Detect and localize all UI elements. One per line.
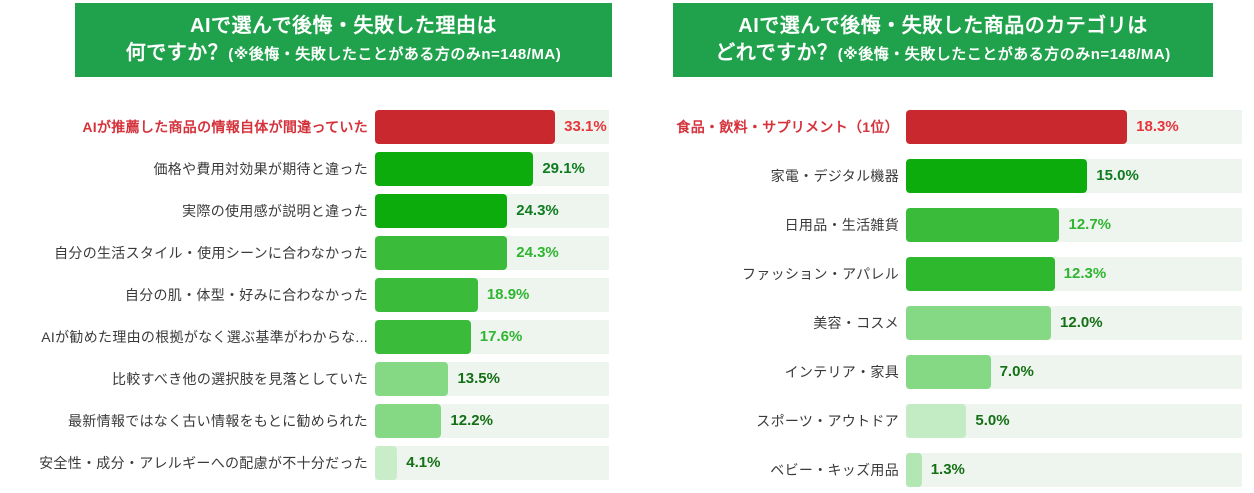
bar	[375, 320, 471, 354]
value-label: 13.5%	[457, 370, 500, 387]
category-label: 日用品・生活雑貨	[784, 217, 899, 233]
bar-row: AIが推薦した商品の情報自体が間違っていた 33.1%	[0, 110, 609, 144]
value-label: 15.0%	[1096, 167, 1139, 184]
value-label: 4.1%	[406, 454, 441, 471]
bar-track: 5.0%	[906, 404, 1242, 438]
category-label: 自分の生活スタイル・使用シーンに合わなかった	[54, 245, 368, 261]
bar-row: 比較すべき他の選択肢を見落としていた 13.5%	[0, 362, 609, 396]
bar	[375, 278, 478, 312]
value-label: 24.3%	[516, 202, 559, 219]
value-label: 17.6%	[479, 328, 523, 345]
bar-row: 自分の生活スタイル・使用シーンに合わなかった 24.3%	[0, 236, 609, 270]
bar-row: 食品・飲料・サプリメント（1位） 18.3%	[636, 110, 1242, 144]
bar	[906, 306, 1052, 340]
category-label: インテリア・家具	[784, 364, 899, 380]
bar-row: 自分の肌・体型・好みに合わなかった 18.9%	[0, 278, 609, 312]
bar-row: ベビー・キッズ用品 1.3%	[636, 453, 1242, 487]
bar-row: 安全性・成分・アレルギーへの配慮が不十分だった 4.1%	[0, 446, 609, 480]
category-label: 最新情報ではなく古い情報をもとに勧められた	[67, 413, 368, 429]
category-label: ベビー・キッズ用品	[770, 462, 899, 478]
bar	[375, 404, 442, 438]
bar-track: 24.3%	[375, 236, 609, 270]
category-label: 実際の使用感が説明と違った	[182, 203, 368, 219]
bar-track: 12.2%	[375, 404, 609, 438]
bar-track: 12.7%	[906, 208, 1242, 242]
value-label: 33.1%	[564, 118, 607, 135]
bar-row: 美容・コスメ 12.0%	[636, 306, 1242, 340]
category-label: AIが推薦した商品の情報自体が間違っていた	[82, 119, 368, 135]
value-label: 7.0%	[999, 363, 1034, 380]
bar	[906, 453, 922, 487]
value-label: 5.0%	[975, 412, 1010, 429]
bar-track: 24.3%	[375, 194, 609, 228]
value-label: 12.7%	[1068, 216, 1112, 233]
bar	[906, 355, 991, 389]
bar-track: 29.1%	[375, 152, 609, 186]
bar	[906, 404, 967, 438]
bar-track: 17.6%	[375, 320, 609, 354]
bar-track: 12.3%	[906, 257, 1242, 291]
category-label: 価格や費用対効果が期待と違った	[153, 161, 368, 177]
categories-chart-title-line1: AIで選んで後悔・失敗した商品のカテゴリは	[738, 14, 1148, 37]
bar-row: スポーツ・アウトドア 5.0%	[636, 404, 1242, 438]
bar	[906, 208, 1060, 242]
value-label: 1.3%	[930, 461, 965, 478]
categories-chart-title-banner: AIで選んで後悔・失敗した商品のカテゴリは どれですか？(※後悔・失敗したことが…	[673, 3, 1213, 77]
reasons-chart-sample-note: (※後悔・失敗したことがある方のみn=148/MA)	[228, 45, 562, 63]
value-label: 29.1%	[542, 160, 585, 177]
category-label: 比較すべき他の選択肢を見落としていた	[112, 371, 368, 387]
bar-track: 18.9%	[375, 278, 609, 312]
category-label: 家電・デジタル機器	[770, 168, 899, 184]
value-label: 24.3%	[516, 244, 559, 261]
category-label: 食品・飲料・サプリメント（1位）	[676, 119, 899, 135]
bar-track: 13.5%	[375, 362, 609, 396]
category-label: 安全性・成分・アレルギーへの配慮が不十分だった	[39, 455, 368, 471]
value-label: 18.9%	[486, 286, 530, 303]
bar-row: 家電・デジタル機器 15.0%	[636, 159, 1242, 193]
bar-row: 価格や費用対効果が期待と違った 29.1%	[0, 152, 609, 186]
bar	[375, 194, 508, 228]
bar-track: 12.0%	[906, 306, 1242, 340]
bar	[375, 362, 449, 396]
category-label: AIが勧めた理由の根拠がなく選ぶ基準がわからな...	[41, 329, 368, 345]
reasons-chart-title-question: 何ですか？	[125, 41, 229, 64]
reasons-chart-title-line1: AIで選んで後悔・失敗した理由は	[190, 14, 497, 37]
bar	[375, 152, 534, 186]
reasons-chart-title-banner: AIで選んで後悔・失敗した理由は 何ですか？(※後悔・失敗したことがある方のみn…	[75, 3, 612, 77]
category-label: 自分の肌・体型・好みに合わなかった	[124, 287, 368, 303]
value-label: 12.0%	[1060, 314, 1103, 331]
category-label: スポーツ・アウトドア	[756, 413, 899, 429]
bar-track: 15.0%	[906, 159, 1242, 193]
bar	[375, 110, 556, 144]
categories-chart-title-question: どれですか？	[715, 41, 838, 64]
value-label: 12.2%	[450, 412, 493, 429]
bar-track: 4.1%	[375, 446, 609, 480]
reasons-bar-chart: AIが推薦した商品の情報自体が間違っていた 33.1% 価格や費用対効果が期待と違っ…	[0, 110, 609, 480]
bar	[906, 110, 1128, 144]
value-label: 12.3%	[1063, 265, 1107, 282]
bar-row: AIが勧めた理由の根拠がなく選ぶ基準がわからな... 17.6%	[0, 320, 609, 354]
categories-chart-sample-note: (※後悔・失敗したことがある方のみn=148/MA)	[837, 45, 1171, 63]
bar	[906, 159, 1088, 193]
reasons-chart-title-line2: 何ですか？(※後悔・失敗したことがある方のみn=148/MA)	[75, 40, 612, 68]
bar-row: ファッション・アパレル 12.3%	[636, 257, 1242, 291]
bar-row: インテリア・家具 7.0%	[636, 355, 1242, 389]
bar-row: 最新情報ではなく古い情報をもとに勧められた 12.2%	[0, 404, 609, 438]
category-label: 美容・コスメ	[813, 315, 899, 331]
categories-chart-title-line2: どれですか？(※後悔・失敗したことがある方のみn=148/MA)	[673, 40, 1213, 68]
category-label: ファッション・アパレル	[741, 266, 899, 282]
bar-track: 18.3%	[906, 110, 1242, 144]
bar-row: 実際の使用感が説明と違った 24.3%	[0, 194, 609, 228]
bar-track: 7.0%	[906, 355, 1242, 389]
bar	[906, 257, 1055, 291]
bar	[375, 446, 398, 480]
value-label: 18.3%	[1136, 118, 1179, 135]
categories-bar-chart: 食品・飲料・サプリメント（1位） 18.3% 家電・デジタル機器 15.0% 日用品・生…	[636, 110, 1242, 487]
bar	[375, 236, 508, 270]
bar-track: 33.1%	[375, 110, 609, 144]
bar-row: 日用品・生活雑貨 12.7%	[636, 208, 1242, 242]
bar-track: 1.3%	[906, 453, 1242, 487]
